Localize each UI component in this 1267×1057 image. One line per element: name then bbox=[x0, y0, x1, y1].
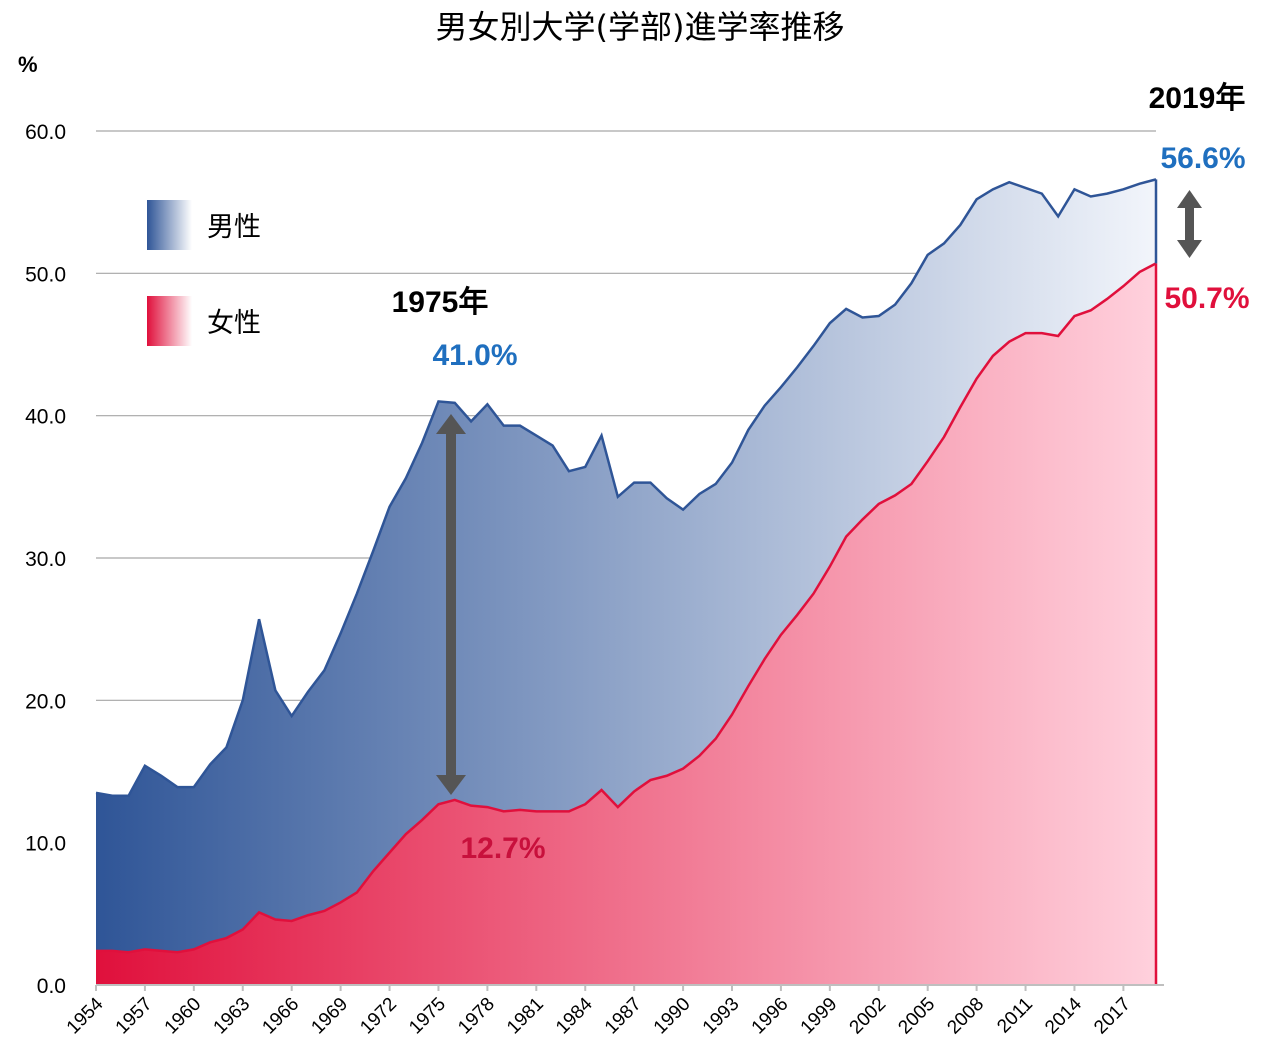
x-tick-label: 2002 bbox=[846, 994, 891, 1039]
chart-title: 男女別大学(学部)進学率推移 bbox=[436, 8, 845, 46]
arrow-head bbox=[1177, 190, 1202, 208]
y-tick-label: 60.0 bbox=[25, 121, 66, 144]
x-tick-label: 2005 bbox=[894, 994, 939, 1039]
annotation: 56.6% bbox=[1160, 142, 1245, 175]
x-tick-label: 2017 bbox=[1090, 994, 1135, 1039]
x-tick-label: 2008 bbox=[943, 994, 988, 1039]
annotation: 41.0% bbox=[432, 339, 517, 372]
x-tick-label: 1996 bbox=[748, 994, 793, 1039]
y-tick-label: 20.0 bbox=[25, 690, 66, 713]
x-tick-label: 1984 bbox=[552, 993, 597, 1038]
x-tick-label: 1978 bbox=[454, 994, 499, 1039]
x-tick-label: 1987 bbox=[601, 994, 646, 1039]
legend-swatch-fade bbox=[147, 200, 192, 250]
x-tick-label: 1969 bbox=[307, 994, 352, 1039]
x-tick-label: 2011 bbox=[993, 994, 1037, 1038]
x-tick-label: 1963 bbox=[210, 994, 255, 1039]
y-tick-label: 0.0 bbox=[37, 975, 66, 998]
area bbox=[96, 263, 1156, 985]
annotation: 12.7% bbox=[460, 832, 545, 865]
x-tick-label: 2014 bbox=[1041, 993, 1086, 1038]
x-tick-label: 1975 bbox=[405, 994, 450, 1039]
y-tick-label: 10.0 bbox=[25, 833, 66, 856]
x-tick-label: 1993 bbox=[699, 994, 744, 1039]
x-tick-label: 1954 bbox=[63, 993, 108, 1038]
y-tick-label: 50.0 bbox=[25, 263, 66, 286]
x-tick-label: 1957 bbox=[112, 994, 157, 1039]
annotation: 1975年 bbox=[392, 286, 489, 319]
arrow-head bbox=[436, 775, 466, 795]
x-tick-label: 1966 bbox=[258, 994, 303, 1039]
x-tick-label: 1972 bbox=[356, 994, 401, 1039]
line bbox=[95, 178, 1157, 797]
y-unit: % bbox=[18, 52, 38, 77]
annotation: 50.7% bbox=[1164, 282, 1249, 315]
legend-label: 男性 bbox=[207, 212, 261, 243]
arrow-shaft bbox=[446, 430, 456, 785]
line bbox=[96, 262, 1157, 954]
arrow-shaft bbox=[1185, 205, 1194, 243]
x-tick-label: 1960 bbox=[161, 994, 206, 1039]
legend-label: 女性 bbox=[207, 308, 261, 339]
x-tick-label: 1990 bbox=[650, 994, 695, 1039]
legend-swatch-fade bbox=[147, 296, 192, 346]
arrow-head bbox=[436, 414, 466, 434]
x-tick-label: 1999 bbox=[797, 994, 842, 1039]
y-tick-label: 30.0 bbox=[25, 548, 66, 571]
arrows bbox=[436, 190, 1202, 795]
x-tick-label: 1981 bbox=[503, 994, 548, 1039]
arrow-head bbox=[1177, 240, 1202, 258]
y-tick-label: 40.0 bbox=[25, 406, 66, 429]
annotation: 2019年 bbox=[1149, 82, 1246, 115]
